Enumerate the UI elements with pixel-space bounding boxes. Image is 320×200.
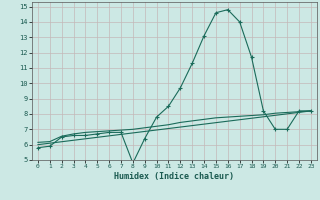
- X-axis label: Humidex (Indice chaleur): Humidex (Indice chaleur): [115, 172, 234, 181]
